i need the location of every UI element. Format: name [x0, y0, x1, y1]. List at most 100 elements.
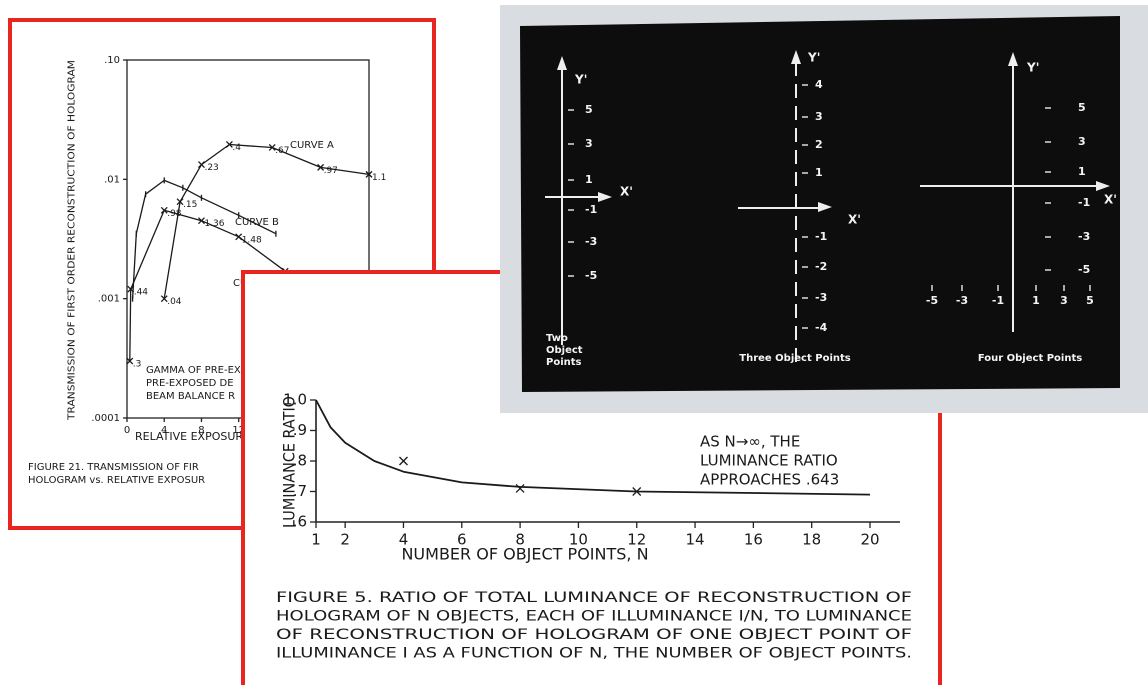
tick-label: 3: [1060, 294, 1068, 307]
tick-label: 5: [585, 103, 593, 116]
point-label: 1.48: [242, 235, 262, 245]
x-marker: [235, 233, 243, 241]
tick-label: -3: [956, 294, 968, 307]
tick-label: 1: [1032, 294, 1040, 307]
curve: [129, 209, 286, 362]
marker-stroke: [198, 161, 205, 169]
point-label: .97: [324, 166, 338, 176]
x-tick-label: 12: [627, 531, 646, 549]
note: PRE-EXPOSED DE: [146, 378, 234, 389]
tick-label: -1: [1078, 196, 1090, 209]
x-tick-label: 4: [399, 531, 409, 549]
axis-label: X': [1104, 193, 1117, 207]
tick-label: 3: [585, 137, 593, 150]
tick-label: -1: [585, 203, 597, 216]
point-label: .4: [232, 143, 241, 153]
tick-label: -3: [815, 291, 827, 304]
caption: OF RECONSTRUCTION OF HOLOGRAM OF ONE OBJ…: [276, 627, 912, 643]
curve: [131, 179, 277, 299]
point-label: 1.1: [372, 173, 386, 183]
x-marker: [127, 285, 135, 293]
point-label: .67: [275, 146, 289, 156]
marker-stroke: [399, 456, 408, 466]
point-label: 1.36: [204, 219, 224, 229]
point-label: .98: [167, 209, 182, 219]
marker-stroke: [268, 143, 276, 151]
x-tick-label: 10: [569, 531, 588, 549]
y-tick-label: .7: [293, 482, 307, 500]
axis-label: Y': [574, 73, 587, 87]
caption: HOLOGRAM vs. RELATIVE EXPOSUR: [28, 475, 205, 486]
arrow-head: [818, 202, 832, 212]
x-tick-label: 0: [124, 425, 130, 436]
marker-stroke: [126, 357, 134, 365]
x-marker: [632, 487, 642, 496]
annotation: APPROACHES .643: [700, 471, 839, 489]
panel-caption: Four Object Points: [978, 353, 1082, 364]
tick-label: -3: [1078, 230, 1090, 243]
tick-label: 2: [815, 138, 823, 151]
marker-stroke: [225, 140, 233, 148]
x-tick-label: 12: [232, 425, 245, 436]
panel-caption: Three Object Points: [739, 353, 851, 364]
marker-stroke: [235, 233, 243, 241]
x-marker: [268, 143, 276, 151]
x-marker: [126, 357, 134, 365]
annotation: LUMINANCE RATIO: [700, 452, 838, 470]
axis-label: X': [848, 213, 861, 227]
curve-label: CU: [233, 278, 247, 289]
marker-stroke: [198, 217, 205, 225]
arrow-head: [1008, 52, 1018, 66]
x-tick-label: 18: [802, 531, 821, 549]
tick-label: 1: [585, 173, 593, 186]
note: BEAM BALANCE R: [146, 391, 235, 402]
tick-label: -4: [815, 321, 828, 334]
x-marker: [515, 483, 525, 493]
marker-stroke: [365, 170, 373, 178]
caption: HOLOGRAM OF N OBJECTS, EACH OF ILLUMINAN…: [276, 609, 912, 625]
y-axis-title: LUMINANCE RATIO: [280, 396, 299, 528]
x-marker: [365, 170, 373, 178]
x-tick-label: 2: [340, 531, 350, 549]
y-tick-label: .6: [293, 513, 307, 531]
tick-label: -3: [585, 235, 597, 248]
x-tick-label: 8: [198, 425, 204, 436]
x-tick-label: 6: [457, 531, 467, 549]
y-tick-label: 1.0: [283, 391, 307, 409]
y-tick-label: .8: [293, 452, 307, 470]
x-tick-label: 4: [161, 425, 167, 436]
x-tick-label: 14: [686, 531, 705, 549]
x-marker: [198, 217, 205, 225]
curve: [315, 399, 871, 496]
x-tick-label: 1: [311, 531, 321, 549]
arrow-head: [791, 50, 801, 64]
axis-label: Y': [1026, 61, 1039, 75]
x-marker: [399, 456, 408, 466]
tick-label: 1: [1078, 165, 1086, 178]
tick-label: -2: [815, 260, 827, 273]
panel-caption: Two: [546, 333, 568, 344]
x-tick-label: 16: [744, 531, 763, 549]
tick-label: 4: [815, 78, 823, 91]
marker-stroke: [632, 487, 642, 496]
marker-stroke: [127, 285, 135, 293]
panel-caption: Points: [546, 357, 582, 368]
panel-caption: Object: [546, 345, 583, 356]
x-tick-label: 8: [515, 531, 525, 549]
marker-stroke: [160, 206, 168, 214]
tick-label: -5: [1078, 263, 1090, 276]
tick-label: -5: [585, 269, 597, 282]
tick-label: 1: [815, 166, 823, 179]
y-tick-label: .0001: [91, 413, 120, 424]
y-tick-label: .001: [98, 294, 120, 305]
y-axis-title: TRANSMISSION OF FIRST ORDER RECONSTRUCTI…: [67, 60, 78, 421]
tick-label: -5: [926, 294, 938, 307]
caption: FIGURE 5. RATIO OF TOTAL LUMINANCE OF RE…: [276, 590, 912, 606]
axis-label: X': [620, 185, 633, 199]
tick-label: -1: [992, 294, 1004, 307]
x-axis-title: RELATIVE EXPOSUR: [135, 430, 243, 443]
tick-label: 3: [1078, 135, 1086, 148]
point-label: .15: [183, 200, 197, 210]
